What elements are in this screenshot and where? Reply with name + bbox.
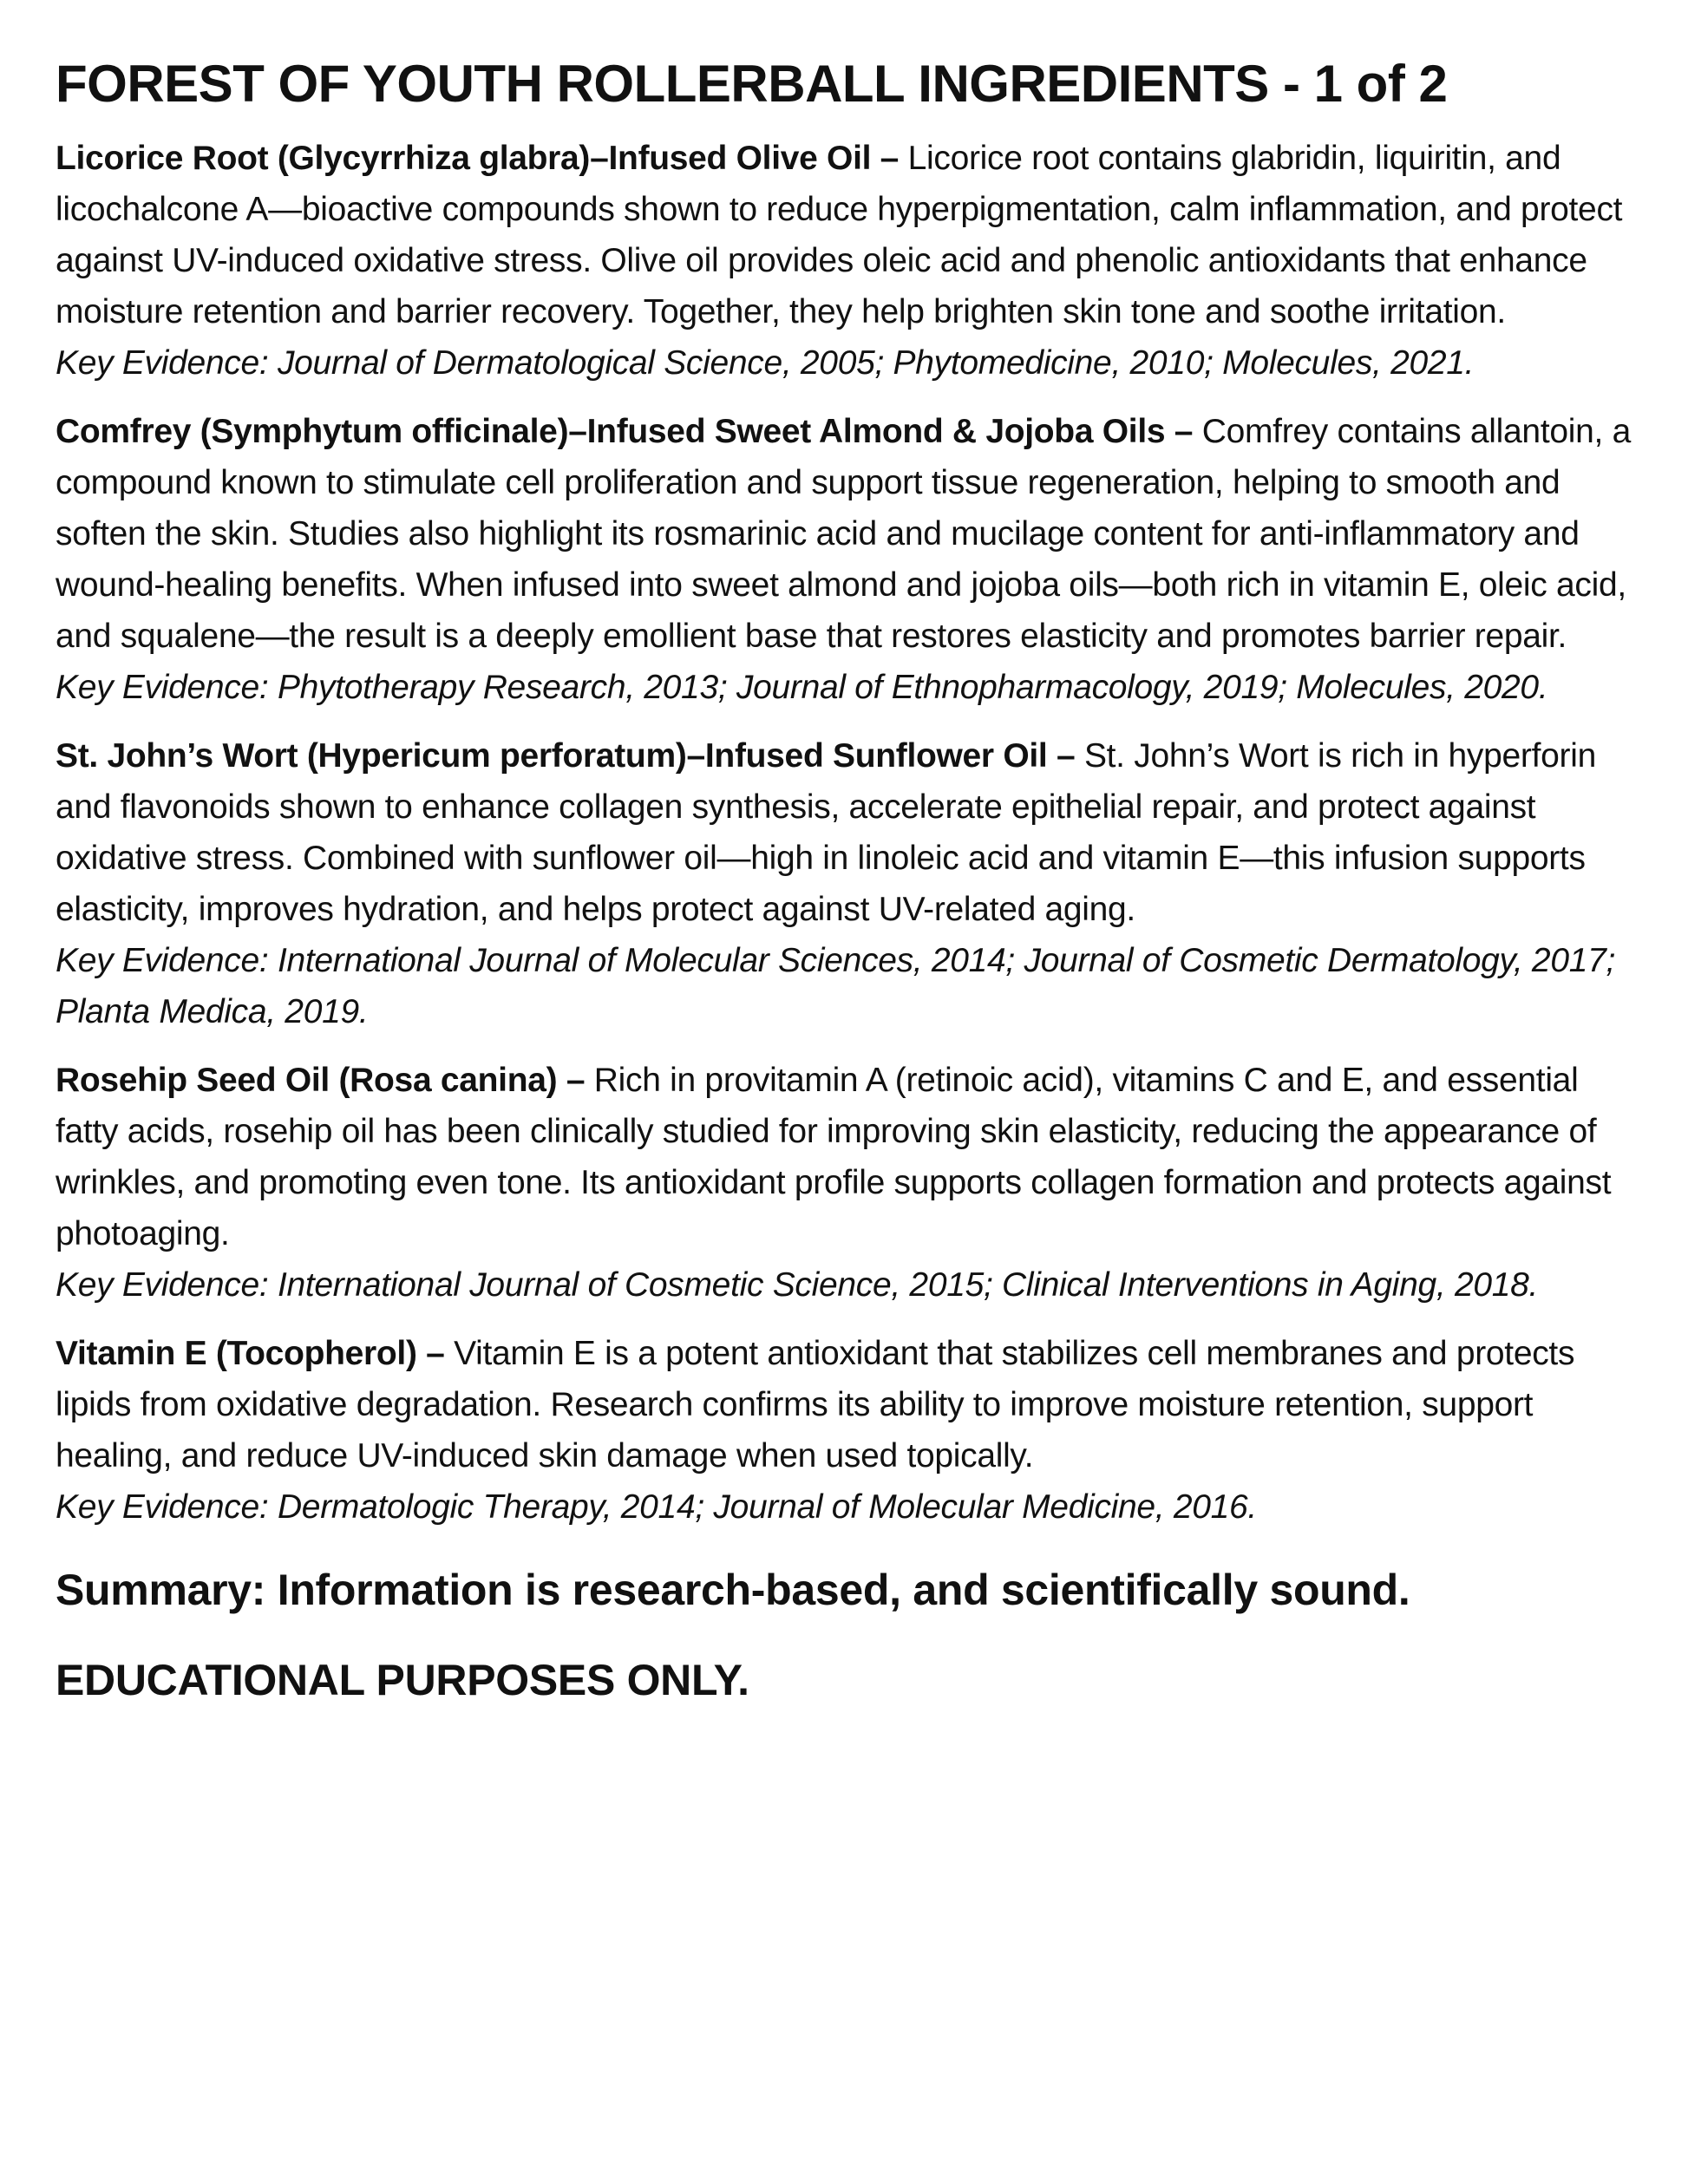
ingredient-description: Rich in provitamin A (retinoic acid), vi… [56,1062,1612,1252]
ingredient-rosehip: Rosehip Seed Oil (Rosa canina) – Rich in… [56,1055,1632,1311]
ingredient-name: Licorice Root (Glycyrrhiza glabra)–Infus… [56,140,900,177]
document-page: FOREST OF YOUTH ROLLERBALL INGREDIENTS -… [56,55,1632,1704]
ingredient-description: Comfrey contains allantoin, a compound k… [56,413,1631,655]
ingredient-st-johns-wort: St. John’s Wort (Hypericum perforatum)–I… [56,730,1632,1037]
ingredient-comfrey: Comfrey (Symphytum officinale)–Infused S… [56,406,1632,713]
ingredient-name: Comfrey (Symphytum officinale)–Infused S… [56,413,1194,450]
page-title: FOREST OF YOUTH ROLLERBALL INGREDIENTS -… [56,55,1448,113]
ingredient-name: St. John’s Wort (Hypericum perforatum)–I… [56,737,1076,775]
ingredient-evidence: Key Evidence: Phytotherapy Research, 201… [56,669,1548,706]
ingredient-evidence: Key Evidence: Dermatologic Therapy, 2014… [56,1488,1257,1526]
ingredient-evidence: Key Evidence: Journal of Dermatological … [56,344,1475,382]
ingredient-description: St. John’s Wort is rich in hyperforin an… [56,737,1596,928]
ingredient-description: Licorice root contains glabridin, liquir… [56,140,1623,330]
ingredient-evidence: Key Evidence: International Journal of M… [56,942,1616,1030]
ingredient-description: Vitamin E is a potent antioxidant that s… [56,1335,1575,1475]
disclaimer-text: EDUCATIONAL PURPOSES ONLY. [56,1656,749,1704]
ingredient-name: Vitamin E (Tocopherol) – [56,1335,445,1372]
ingredient-vitamin-e: Vitamin E (Tocopherol) – Vitamin E is a … [56,1328,1632,1533]
ingredient-evidence: Key Evidence: International Journal of C… [56,1266,1539,1304]
ingredient-name: Rosehip Seed Oil (Rosa canina) – [56,1062,586,1099]
summary-text: Summary: Information is research-based, … [56,1566,1410,1614]
ingredient-licorice: Licorice Root (Glycyrrhiza glabra)–Infus… [56,133,1632,389]
